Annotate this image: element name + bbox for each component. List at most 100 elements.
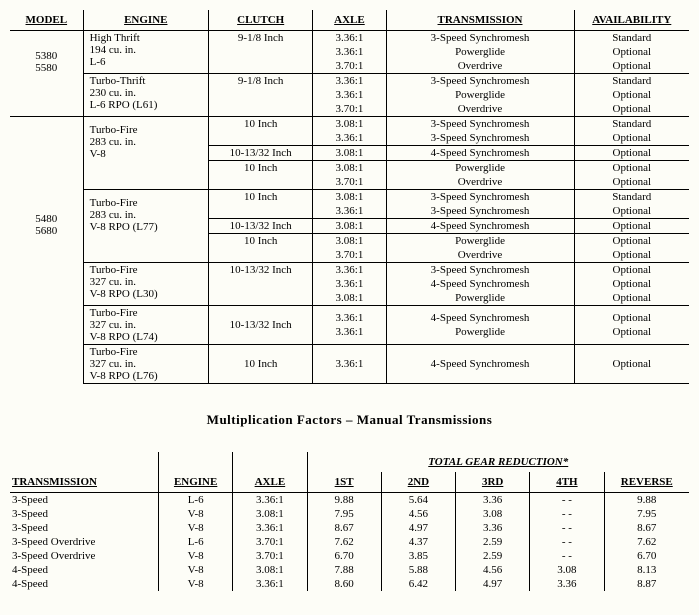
- cell: 3.08: [456, 507, 530, 521]
- engine-line: 230 cu. in.: [90, 87, 206, 99]
- engine-line: Turbo-Fire: [90, 197, 206, 209]
- cell: V-8: [159, 549, 233, 563]
- trans-cell: 3-Speed Synchromesh: [386, 131, 574, 146]
- cell: 8.87: [604, 577, 689, 591]
- engine-line: L-6: [90, 56, 206, 68]
- cell: 3.36: [530, 577, 604, 591]
- trans-cell: 3-Speed Synchromesh: [386, 263, 574, 278]
- trans-cell: 4-Speed Synchromesh: [386, 146, 574, 161]
- cell: 3-Speed: [10, 521, 159, 535]
- cell: 3.36:1: [233, 577, 307, 591]
- axle-cell: 3.70:1: [313, 102, 386, 117]
- trans-cell: Overdrive: [386, 102, 574, 117]
- cell: 3.70:1: [233, 535, 307, 549]
- clutch-cell: 10 Inch: [208, 234, 312, 263]
- axle-cell: 3.36:1: [313, 204, 386, 219]
- trans-cell: Powerglide: [386, 325, 574, 345]
- avail-cell: Standard: [574, 190, 689, 205]
- engine-line: V-8 RPO (L30): [90, 288, 206, 300]
- axle-cell: 3.08:1: [313, 190, 386, 205]
- engine-line: Turbo-Fire: [90, 124, 206, 136]
- cell: 9.88: [604, 493, 689, 508]
- cell: 6.70: [604, 549, 689, 563]
- trans-cell: 3-Speed Synchromesh: [386, 190, 574, 205]
- axle-cell: 3.08:1: [313, 234, 386, 249]
- avail-cell: Optional: [574, 291, 689, 306]
- cell: 3.36: [456, 493, 530, 508]
- axle-cell: 3.36:1: [313, 277, 386, 291]
- cell: 6.70: [307, 549, 381, 563]
- avail-cell: Optional: [574, 325, 689, 345]
- engine-line: 194 cu. in.: [90, 44, 206, 56]
- col-availability: AVAILABILITY: [574, 10, 689, 31]
- col-fourth: 4TH: [530, 472, 604, 493]
- clutch-cell: 10 Inch: [208, 345, 312, 384]
- engine-line: V-8: [90, 148, 206, 160]
- table-row: 4-SpeedV-83.36:18.606.424.973.368.87: [10, 577, 689, 591]
- table-row: 3-SpeedV-83.08:17.954.563.08- -7.95: [10, 507, 689, 521]
- clutch-cell: 9-1/8 Inch: [208, 31, 312, 74]
- engine-line: 327 cu. in.: [90, 276, 206, 288]
- cell: 7.62: [604, 535, 689, 549]
- model-cell: 5480 5680: [10, 117, 83, 384]
- axle-cell: 3.08:1: [313, 291, 386, 306]
- avail-cell: Optional: [574, 345, 689, 384]
- cell: - -: [530, 493, 604, 508]
- group-header: TOTAL GEAR REDUCTION*: [307, 452, 689, 472]
- cell: 4.56: [381, 507, 455, 521]
- axle-cell: 3.08:1: [313, 117, 386, 132]
- trans-cell: 3-Speed Synchromesh: [386, 204, 574, 219]
- cell: V-8: [159, 521, 233, 535]
- col-model: MODEL: [10, 10, 83, 31]
- table-row: 3-SpeedL-63.36:19.885.643.36- -9.88: [10, 493, 689, 508]
- trans-cell: Powerglide: [386, 88, 574, 102]
- cell: 5.64: [381, 493, 455, 508]
- model-label: 5380: [12, 50, 81, 62]
- trans-cell: Powerglide: [386, 45, 574, 59]
- clutch-cell: 10-13/32 Inch: [208, 146, 312, 161]
- cell: 3-Speed Overdrive: [10, 535, 159, 549]
- avail-cell: Optional: [574, 175, 689, 190]
- engine-cell: High Thrift 194 cu. in. L-6: [83, 31, 208, 74]
- table-row: Turbo-Fire 327 cu. in. V-8 RPO (L30) 10-…: [10, 263, 689, 278]
- table-row: Turbo-Fire 327 cu. in. V-8 RPO (L74) 10-…: [10, 306, 689, 326]
- cell: 7.95: [307, 507, 381, 521]
- cell: - -: [530, 535, 604, 549]
- axle-cell: 3.36:1: [313, 325, 386, 345]
- engine-cell: Turbo-Fire 283 cu. in. V-8 RPO (L77): [83, 190, 208, 263]
- avail-cell: Optional: [574, 204, 689, 219]
- engine-line: V-8 RPO (L77): [90, 221, 206, 233]
- cell: 4.56: [456, 563, 530, 577]
- avail-cell: Optional: [574, 59, 689, 74]
- engine-line: High Thrift: [90, 32, 206, 44]
- cell: 4.97: [456, 577, 530, 591]
- axle-cell: 3.36:1: [313, 131, 386, 146]
- col-clutch: CLUTCH: [208, 10, 312, 31]
- axle-cell: 3.36:1: [313, 88, 386, 102]
- table-row: 5380 5580 High Thrift 194 cu. in. L-6 9-…: [10, 31, 689, 46]
- axle-cell: 3.70:1: [313, 248, 386, 263]
- table-row: 4-SpeedV-83.08:17.885.884.563.088.13: [10, 563, 689, 577]
- axle-cell: 3.36:1: [313, 31, 386, 46]
- trans-cell: Overdrive: [386, 175, 574, 190]
- trans-cell: Powerglide: [386, 234, 574, 249]
- trans-cell: Powerglide: [386, 291, 574, 306]
- avail-cell: Optional: [574, 161, 689, 176]
- cell: - -: [530, 549, 604, 563]
- trans-cell: 4-Speed Synchromesh: [386, 306, 574, 326]
- cell: 7.88: [307, 563, 381, 577]
- cell: 8.60: [307, 577, 381, 591]
- axle-cell: 3.36:1: [313, 74, 386, 89]
- cell: 3.85: [381, 549, 455, 563]
- trans-cell: 4-Speed Synchromesh: [386, 219, 574, 234]
- avail-cell: Optional: [574, 131, 689, 146]
- avail-cell: Optional: [574, 277, 689, 291]
- avail-cell: Standard: [574, 74, 689, 89]
- clutch-cell: 10-13/32 Inch: [208, 263, 312, 306]
- table-row: 5480 5680 Turbo-Fire 283 cu. in. V-8 10 …: [10, 117, 689, 132]
- trans-cell: 3-Speed Synchromesh: [386, 31, 574, 46]
- clutch-cell: 9-1/8 Inch: [208, 74, 312, 117]
- clutch-cell: 10 Inch: [208, 161, 312, 190]
- cell: 3.36:1: [233, 521, 307, 535]
- group-header-row: TOTAL GEAR REDUCTION*: [10, 452, 689, 472]
